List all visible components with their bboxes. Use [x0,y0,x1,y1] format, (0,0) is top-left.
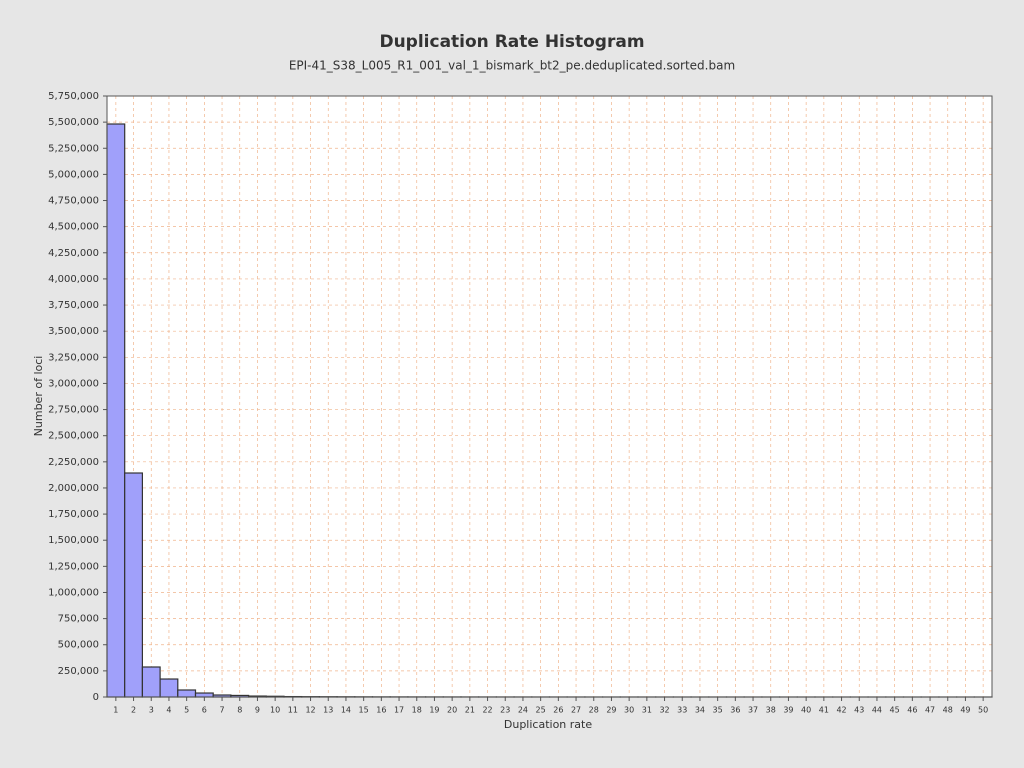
y-tick-label: 5,000,000 [48,169,99,180]
y-tick-label: 250,000 [58,666,99,677]
x-tick-label: 3 [149,706,154,715]
x-tick-label: 4 [166,706,171,715]
x-tick-label: 40 [801,706,811,715]
bar [194,692,214,698]
x-tick-label: 39 [783,706,793,715]
x-tick-label: 38 [766,706,776,715]
chart-subtitle: EPI-41_S38_L005_R1_001_val_1_bismark_bt2… [289,59,735,73]
y-tick-label: 1,500,000 [48,535,99,546]
y-tick-label: 2,000,000 [48,483,99,494]
x-tick-label: 41 [819,706,829,715]
y-tick-label: 1,250,000 [48,561,99,572]
x-tick-label: 2 [131,706,136,715]
x-tick-label: 49 [960,706,970,715]
x-tick-label: 7 [220,706,225,715]
y-tick-label: 3,500,000 [48,326,99,337]
x-tick-label: 36 [730,706,740,715]
x-tick-label: 26 [553,706,563,715]
x-tick-label: 31 [642,706,652,715]
x-tick-label: 18 [412,706,422,715]
x-tick-label: 14 [341,706,351,715]
x-tick-label: 30 [624,706,634,715]
bar [159,678,179,698]
x-tick-label: 46 [907,706,917,715]
y-tick-label: 5,250,000 [48,143,99,154]
y-tick-label: 0 [93,692,99,703]
plot-area [107,96,992,697]
x-tick-label: 25 [536,706,546,715]
x-tick-label: 37 [748,706,758,715]
bar [106,123,126,698]
x-tick-label: 29 [606,706,616,715]
x-tick-label: 28 [589,706,599,715]
x-tick-label: 23 [500,706,510,715]
x-tick-label: 35 [713,706,723,715]
x-tick-label: 21 [465,706,475,715]
x-tick-label: 13 [323,706,333,715]
x-tick-label: 16 [376,706,386,715]
x-tick-label: 43 [854,706,864,715]
plot-border [106,95,993,698]
y-tick-label: 3,250,000 [48,352,99,363]
x-tick-label: 17 [394,706,404,715]
y-tick-label: 2,750,000 [48,405,99,416]
y-tick-label: 2,500,000 [48,431,99,442]
x-tick-label: 9 [255,706,260,715]
x-tick-label: 22 [482,706,492,715]
y-tick-label: 4,000,000 [48,274,99,285]
x-tick-label: 12 [305,706,315,715]
x-tick-label: 6 [202,706,207,715]
y-tick-label: 5,500,000 [48,117,99,128]
y-tick-label: 1,000,000 [48,587,99,598]
x-tick-label: 47 [925,706,935,715]
y-tick-label: 4,250,000 [48,248,99,259]
y-tick-label: 4,500,000 [48,222,99,233]
x-tick-label: 33 [677,706,687,715]
y-tick-label: 5,750,000 [48,91,99,102]
x-tick-label: 19 [429,706,439,715]
x-tick-label: 50 [978,706,988,715]
x-tick-label: 44 [872,706,882,715]
x-tick-label: 8 [237,706,242,715]
x-tick-label: 1 [113,706,118,715]
bar [177,689,197,698]
x-axis-label: Duplication rate [504,718,592,731]
y-axis-label: Number of loci [32,356,45,437]
y-tick-label: 750,000 [58,614,99,625]
x-tick-label: 48 [943,706,953,715]
y-tick-label: 3,750,000 [48,300,99,311]
x-tick-label: 20 [447,706,457,715]
x-tick-label: 34 [695,706,705,715]
x-tick-label: 32 [659,706,669,715]
y-tick-label: 500,000 [58,640,99,651]
x-tick-label: 24 [518,706,528,715]
x-tick-label: 42 [836,706,846,715]
x-tick-label: 27 [571,706,581,715]
x-tick-label: 11 [288,706,298,715]
x-tick-label: 45 [890,706,900,715]
bar [124,472,143,698]
x-tick-label: 15 [359,706,369,715]
x-tick-label: 10 [270,706,280,715]
y-tick-label: 1,750,000 [48,509,99,520]
x-tick-label: 5 [184,706,189,715]
y-tick-label: 4,750,000 [48,196,99,207]
chart-title: Duplication Rate Histogram [379,32,644,52]
y-tick-label: 3,000,000 [48,378,99,389]
bar [141,666,161,698]
y-tick-label: 2,250,000 [48,457,99,468]
